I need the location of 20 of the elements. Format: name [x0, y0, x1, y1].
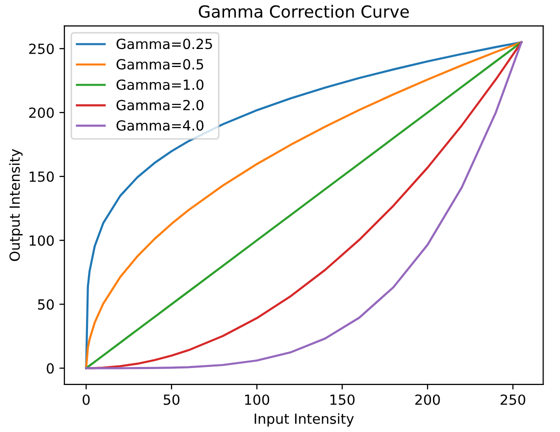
x-tick-label: 200	[415, 394, 440, 405]
legend-label: Gamma=1.0	[116, 79, 204, 90]
legend-label: Gamma=0.25	[116, 38, 212, 50]
y-tick-label: 0	[46, 363, 54, 374]
y-tick-label: 150	[30, 171, 54, 182]
x-tick-label: 50	[164, 394, 180, 405]
legend-label: Gamma=2.0	[116, 100, 204, 110]
y-tick-label: 250	[29, 44, 54, 54]
x-tick-label: 100	[245, 394, 270, 405]
x-tick-label: 0	[82, 394, 90, 405]
legend-label: Gamma=0.5	[116, 59, 204, 70]
x-tick-label: 250	[500, 394, 526, 405]
y-axis-title: Output Intensity	[9, 149, 23, 261]
legend-label: Gamma=4.0	[116, 120, 204, 131]
chart-title: Gamma Correction Curve	[198, 4, 409, 18]
x-axis-title: Input Intensity	[254, 413, 354, 427]
y-tick-label: 50	[38, 299, 54, 310]
y-tick-label: 200	[29, 107, 54, 118]
y-tick-label: 100	[30, 235, 54, 246]
x-tick-label: 150	[330, 394, 355, 405]
